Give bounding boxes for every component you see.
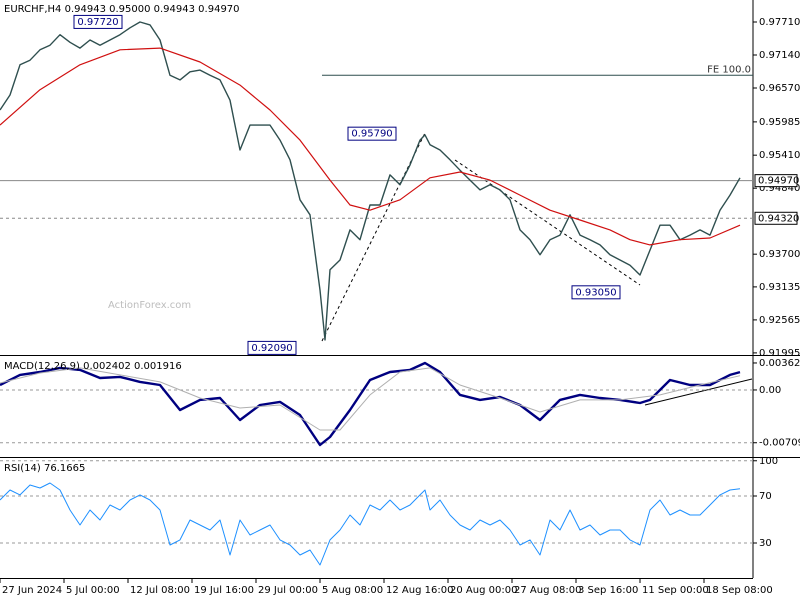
y-tick-label: 100 <box>759 456 778 467</box>
x-tick-label: 5 Aug 08:00 <box>322 585 383 596</box>
level-label: 0.94970 <box>758 176 799 187</box>
x-tick-label: 20 Aug 00:00 <box>450 585 517 596</box>
y-tick-label: 0.96570 <box>759 83 800 94</box>
x-tick-label: 3 Sep 16:00 <box>578 585 638 596</box>
y-tick-label: 0.97140 <box>759 50 800 61</box>
level-label-box <box>754 174 798 188</box>
y-tick-label: 0.92565 <box>759 315 800 326</box>
price-label-box <box>73 14 123 29</box>
series-line <box>0 47 741 246</box>
y-tick-label: 0.93135 <box>759 282 800 293</box>
panel-title: EURCHF,H4 0.94943 0.95000 0.94943 0.9497… <box>4 4 240 15</box>
y-tick-label: 0.94840 <box>759 183 800 194</box>
trend-line <box>321 132 426 342</box>
x-tick-label: 19 Jul 16:00 <box>194 585 254 596</box>
series-line <box>0 361 741 447</box>
price-label: 0.97720 <box>77 17 118 28</box>
series-line <box>0 482 741 566</box>
x-tick-label: 29 Jul 00:00 <box>258 585 318 596</box>
macd-trend-line <box>644 378 753 406</box>
price-label: 0.93050 <box>575 287 616 298</box>
y-tick-label: 0.97710 <box>759 17 800 28</box>
y-tick-label: 0.00 <box>759 385 781 396</box>
x-tick-label: 27 Jun 2024 <box>2 585 62 596</box>
x-tick-label: 27 Aug 08:00 <box>514 585 581 596</box>
y-tick-label: 0.95410 <box>759 150 800 161</box>
series-line <box>0 21 741 341</box>
panel-title: RSI(14) 76.1665 <box>4 463 85 474</box>
price-label-box <box>347 126 397 141</box>
price-label: 0.92090 <box>251 343 292 354</box>
level-label: 0.94320 <box>758 213 799 224</box>
series-line <box>0 367 741 431</box>
y-tick-label: 0.91995 <box>759 348 800 359</box>
x-tick-label: 12 Jul 08:00 <box>130 585 190 596</box>
x-tick-label: 18 Sep 08:00 <box>706 585 773 596</box>
panel-title: MACD(12,26,9) 0.002402 0.001916 <box>4 361 182 372</box>
y-tick-label: 0.003628 <box>759 358 800 369</box>
price-label-box <box>571 285 621 300</box>
y-tick-label: 70 <box>759 491 772 502</box>
x-tick-label: 12 Aug 16:00 <box>386 585 453 596</box>
price-label: 0.95790 <box>351 129 392 140</box>
y-tick-label: -0.007093 <box>759 438 800 449</box>
x-tick-label: 11 Sep 00:00 <box>642 585 709 596</box>
y-tick-label: 30 <box>759 538 772 549</box>
level-label-box <box>754 211 798 225</box>
price-label-box <box>247 340 297 355</box>
x-tick-label: 5 Jul 00:00 <box>66 585 120 596</box>
y-tick-label: 0.95985 <box>759 117 800 128</box>
y-tick-label: 0.93700 <box>759 249 800 260</box>
level-label: FE 100.0 <box>707 64 751 75</box>
watermark: ActionForex.com <box>108 300 191 311</box>
